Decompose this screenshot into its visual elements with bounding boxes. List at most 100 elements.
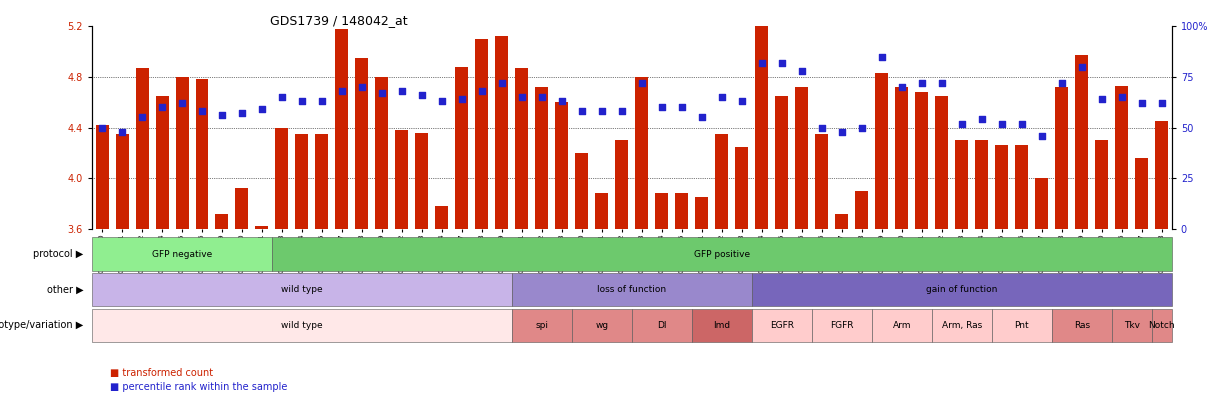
Bar — [115, 134, 129, 405]
Bar — [575, 153, 589, 405]
Point — [452, 96, 471, 102]
Point — [1012, 120, 1032, 127]
Point — [212, 112, 232, 119]
Bar — [1096, 140, 1108, 405]
Point — [912, 80, 931, 86]
Bar — [156, 96, 168, 405]
Point — [852, 124, 871, 131]
Point — [533, 94, 552, 100]
Text: GFP negative: GFP negative — [152, 249, 212, 259]
Bar — [1115, 86, 1129, 405]
Bar — [896, 87, 908, 405]
Point — [372, 90, 391, 96]
Bar — [515, 68, 529, 405]
Point — [952, 120, 972, 127]
Bar — [1055, 87, 1069, 405]
Point — [593, 108, 612, 115]
Point — [193, 108, 212, 115]
Bar — [416, 133, 428, 405]
Point — [752, 60, 772, 66]
Point — [152, 104, 172, 111]
Bar — [875, 73, 888, 405]
Bar — [135, 68, 148, 405]
Text: loss of function: loss of function — [598, 285, 666, 294]
Point — [772, 60, 791, 66]
Bar — [276, 128, 288, 405]
Text: GDS1739 / 148042_at: GDS1739 / 148042_at — [270, 14, 407, 27]
Point — [352, 84, 372, 90]
Bar — [96, 125, 108, 405]
Text: protocol ▶: protocol ▶ — [33, 249, 83, 259]
Bar — [756, 24, 768, 405]
Bar — [255, 226, 269, 405]
Text: ■ transformed count: ■ transformed count — [110, 368, 213, 377]
Bar — [696, 197, 708, 405]
Bar — [616, 140, 628, 405]
Bar — [455, 67, 469, 405]
Point — [1112, 94, 1131, 100]
Point — [312, 98, 331, 104]
Text: Arm, Ras: Arm, Ras — [941, 321, 982, 330]
Text: Notch: Notch — [1148, 321, 1175, 330]
Point — [232, 110, 252, 117]
Text: other ▶: other ▶ — [47, 285, 83, 294]
Point — [432, 98, 452, 104]
Bar — [216, 214, 228, 405]
Bar — [335, 29, 348, 405]
Point — [253, 106, 272, 113]
Bar — [655, 194, 669, 405]
Text: Dl: Dl — [658, 321, 666, 330]
Point — [92, 124, 112, 131]
Point — [933, 80, 952, 86]
Point — [733, 98, 752, 104]
Bar — [775, 96, 789, 405]
Point — [512, 94, 531, 100]
Point — [333, 88, 352, 94]
Point — [991, 120, 1011, 127]
Point — [712, 94, 731, 100]
Text: FGFR: FGFR — [831, 321, 854, 330]
Text: spi: spi — [535, 321, 548, 330]
Bar — [715, 134, 729, 405]
Bar — [556, 102, 568, 405]
Point — [272, 94, 292, 100]
Point — [1032, 132, 1052, 139]
Text: GFP positive: GFP positive — [693, 249, 750, 259]
Bar — [1135, 158, 1148, 405]
Point — [1092, 96, 1112, 102]
Text: Ras: Ras — [1074, 321, 1090, 330]
Point — [793, 68, 812, 74]
Bar — [395, 130, 409, 405]
Bar — [675, 194, 688, 405]
Bar — [595, 194, 609, 405]
Bar — [735, 147, 748, 405]
Text: genotype/variation ▶: genotype/variation ▶ — [0, 320, 83, 330]
Bar — [436, 206, 448, 405]
Point — [972, 116, 991, 123]
Point — [672, 104, 692, 111]
Bar — [935, 96, 948, 405]
Text: EGFR: EGFR — [769, 321, 794, 330]
Text: wild type: wild type — [281, 321, 323, 330]
Point — [1152, 100, 1172, 107]
Bar — [356, 58, 368, 405]
Point — [412, 92, 432, 98]
Point — [292, 98, 312, 104]
Point — [1052, 80, 1071, 86]
Point — [832, 128, 852, 135]
Bar — [1015, 145, 1028, 405]
Bar — [496, 36, 508, 405]
Point — [133, 114, 152, 121]
Text: gain of function: gain of function — [926, 285, 998, 294]
Point — [872, 53, 892, 60]
Point — [812, 124, 832, 131]
Bar — [195, 79, 209, 405]
Bar — [175, 77, 189, 405]
Text: Pnt: Pnt — [1015, 321, 1029, 330]
Bar — [816, 134, 828, 405]
Point — [1133, 100, 1152, 107]
Point — [492, 80, 512, 86]
Point — [393, 88, 412, 94]
Point — [172, 100, 191, 107]
Bar — [535, 87, 548, 405]
